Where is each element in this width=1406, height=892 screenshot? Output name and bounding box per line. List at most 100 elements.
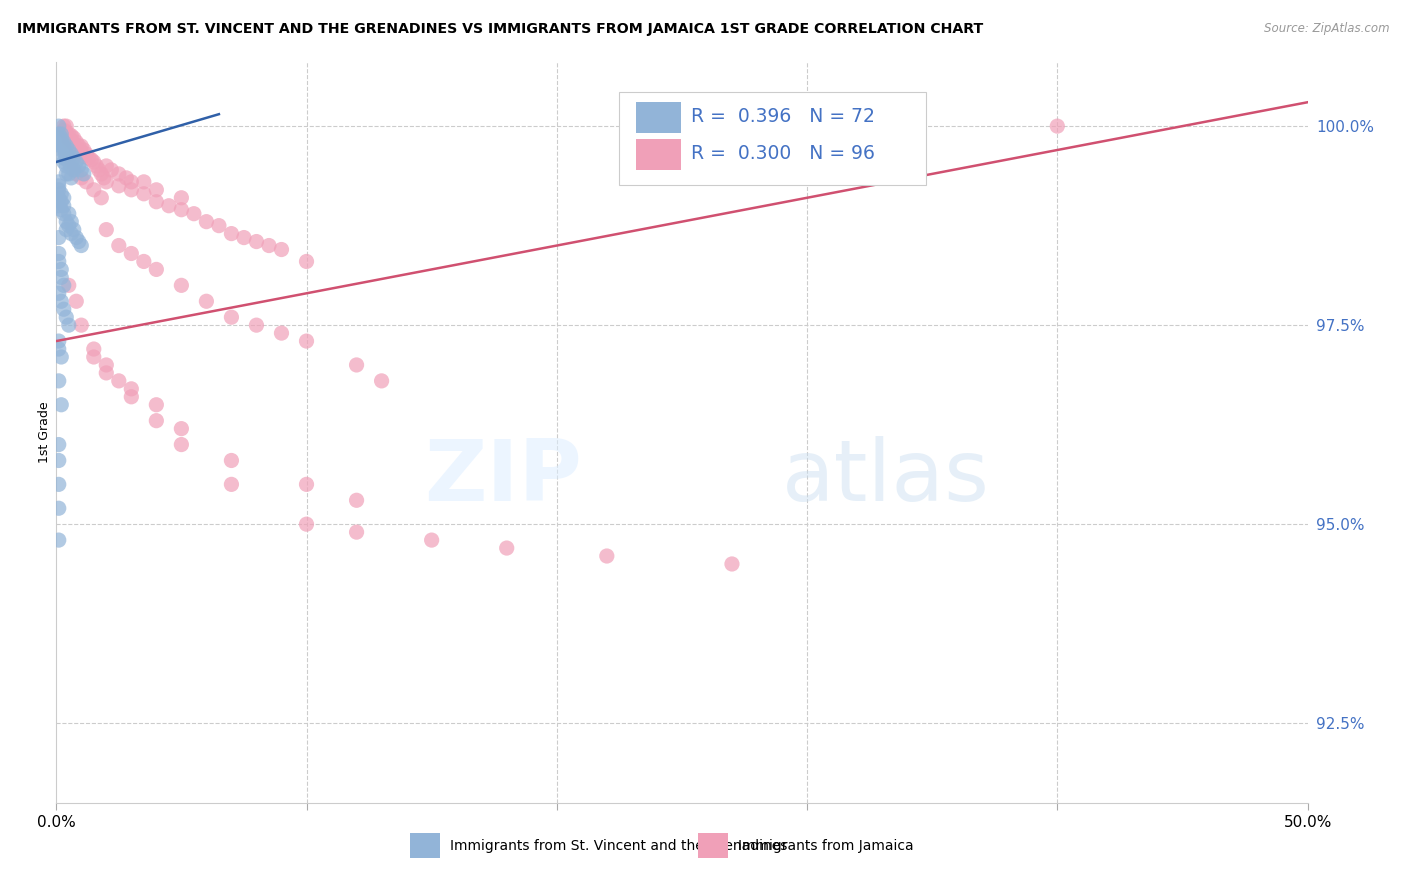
Point [170, 278, 193, 293]
Point [51, 186, 73, 201]
Point [48, 477, 70, 491]
Point [295, 517, 318, 532]
Point [83, 155, 105, 169]
Point [48, 286, 70, 301]
Point [51, 270, 73, 285]
Point [58, 318, 80, 333]
Point [48, 131, 70, 145]
Point [346, 358, 368, 372]
Point [346, 525, 368, 540]
Point [60, 155, 83, 169]
Point [70, 139, 93, 153]
Point [67, 139, 90, 153]
Point [51, 143, 73, 157]
Point [115, 170, 138, 185]
Point [170, 202, 193, 217]
Point [58, 278, 80, 293]
Point [120, 390, 142, 404]
Point [96, 358, 118, 372]
Point [65, 135, 87, 149]
Point [52, 135, 75, 149]
Point [60, 214, 83, 228]
Point [170, 191, 193, 205]
Point [51, 127, 73, 141]
Point [270, 243, 292, 257]
Point [51, 131, 73, 145]
Point [245, 235, 267, 249]
Point [145, 194, 167, 209]
Point [145, 183, 167, 197]
Point [60, 147, 83, 161]
Point [60, 128, 83, 143]
Point [48, 175, 70, 189]
Point [48, 191, 70, 205]
Point [120, 246, 142, 260]
Point [67, 159, 90, 173]
Point [87, 162, 110, 177]
Point [62, 136, 84, 151]
FancyBboxPatch shape [699, 833, 728, 858]
Point [52, 151, 75, 165]
Point [58, 143, 80, 157]
Point [96, 175, 118, 189]
Point [233, 230, 256, 244]
Point [295, 334, 318, 348]
Point [108, 178, 131, 193]
Point [1046, 119, 1069, 133]
Point [55, 151, 77, 165]
Point [170, 437, 193, 451]
Point [96, 222, 118, 236]
Point [70, 238, 93, 252]
Point [221, 477, 243, 491]
Text: atlas: atlas [782, 435, 990, 518]
Point [48, 230, 70, 244]
Text: Immigrants from Jamaica: Immigrants from Jamaica [738, 838, 914, 853]
Point [58, 219, 80, 233]
Point [48, 127, 70, 141]
Point [170, 422, 193, 436]
Point [58, 207, 80, 221]
Point [70, 170, 93, 185]
Point [48, 254, 70, 268]
Point [257, 238, 280, 252]
FancyBboxPatch shape [636, 102, 681, 133]
Point [51, 350, 73, 364]
Point [48, 334, 70, 348]
Point [52, 143, 75, 157]
Point [52, 191, 75, 205]
Point [48, 342, 70, 356]
Point [51, 398, 73, 412]
Point [52, 199, 75, 213]
Point [62, 222, 84, 236]
Point [52, 139, 75, 153]
Point [58, 167, 80, 181]
Y-axis label: 1st Grade: 1st Grade [38, 401, 51, 464]
Point [55, 214, 77, 228]
Point [55, 119, 77, 133]
Point [245, 318, 267, 333]
Point [62, 162, 84, 177]
Point [51, 202, 73, 217]
Point [55, 222, 77, 236]
Point [62, 151, 84, 165]
Point [73, 149, 96, 163]
Point [73, 167, 96, 181]
Point [48, 533, 70, 547]
Point [58, 135, 80, 149]
Point [65, 294, 87, 309]
Point [48, 501, 70, 516]
Point [55, 147, 77, 161]
Point [55, 310, 77, 325]
Text: Immigrants from St. Vincent and the Grenadines: Immigrants from St. Vincent and the Gren… [450, 838, 787, 853]
Point [96, 366, 118, 380]
Point [65, 141, 87, 155]
Point [370, 374, 392, 388]
Point [52, 119, 75, 133]
Point [195, 214, 218, 228]
Point [157, 199, 180, 213]
Point [65, 155, 87, 169]
Point [208, 219, 231, 233]
Point [120, 175, 142, 189]
Point [721, 557, 744, 571]
Point [75, 147, 97, 161]
